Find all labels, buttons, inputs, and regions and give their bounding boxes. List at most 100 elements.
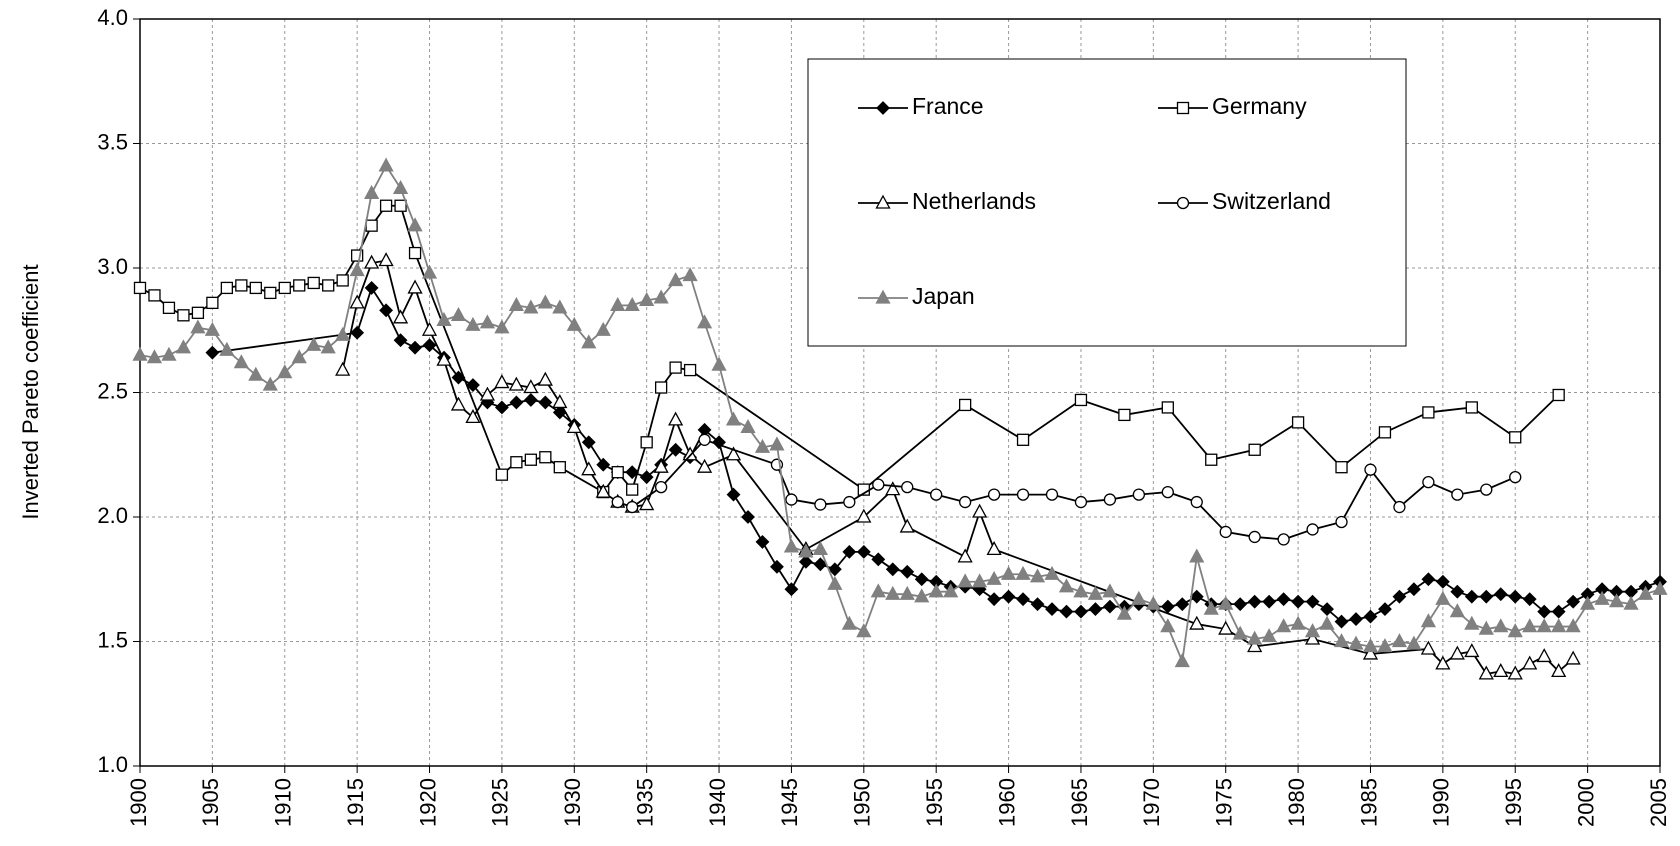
marker — [1045, 488, 1059, 501]
marker — [1566, 594, 1581, 609]
marker — [683, 363, 697, 377]
marker — [278, 281, 291, 295]
marker — [827, 562, 842, 577]
marker — [190, 319, 206, 334]
marker — [421, 321, 438, 336]
marker — [1391, 633, 1408, 648]
marker — [668, 442, 683, 457]
marker — [494, 374, 510, 389]
marker — [842, 544, 857, 559]
marker — [1276, 592, 1291, 607]
marker — [1291, 594, 1306, 609]
x-tick-label: 2000 — [1573, 778, 1598, 827]
marker — [1465, 401, 1478, 414]
legend-label: Japan — [912, 283, 975, 309]
marker — [1319, 615, 1335, 630]
y-tick-label: 3.0 — [97, 254, 128, 279]
marker — [1218, 620, 1234, 635]
marker — [206, 296, 219, 310]
y-tick-label: 4.0 — [97, 5, 128, 30]
series — [132, 157, 1668, 668]
marker — [1362, 638, 1379, 653]
marker — [379, 199, 393, 212]
marker — [581, 334, 597, 349]
marker — [769, 436, 785, 451]
marker — [175, 339, 192, 354]
marker — [379, 303, 394, 318]
x-tick-label: 1965 — [1067, 778, 1092, 827]
marker — [465, 316, 481, 331]
marker — [407, 279, 423, 294]
marker — [235, 279, 248, 292]
marker — [1218, 595, 1234, 610]
marker — [566, 316, 582, 331]
marker — [856, 508, 872, 523]
marker — [827, 575, 843, 590]
marker — [349, 262, 365, 277]
marker — [1652, 580, 1668, 595]
marker — [1536, 648, 1552, 663]
marker — [611, 495, 624, 509]
marker — [248, 366, 264, 381]
marker — [725, 446, 742, 461]
marker — [1392, 589, 1407, 604]
marker — [1160, 618, 1176, 633]
marker — [421, 264, 438, 279]
marker — [1435, 590, 1451, 605]
marker — [349, 294, 365, 309]
y-tick-label: 2.5 — [97, 378, 128, 403]
marker — [146, 349, 163, 364]
marker — [1001, 589, 1016, 604]
marker — [508, 296, 524, 312]
marker — [1044, 565, 1060, 580]
marker — [1450, 584, 1465, 599]
marker — [204, 321, 220, 336]
marker — [856, 623, 872, 638]
legend-label: France — [912, 93, 984, 119]
marker — [639, 292, 655, 307]
x-tick-label: 1940 — [705, 778, 730, 827]
marker — [1333, 633, 1350, 648]
marker — [1248, 530, 1261, 544]
marker — [1435, 655, 1451, 670]
series — [611, 433, 1522, 546]
marker — [1435, 574, 1450, 589]
marker — [1422, 406, 1435, 419]
marker — [1102, 583, 1118, 598]
marker — [335, 361, 351, 376]
marker — [132, 346, 148, 361]
series — [205, 281, 1667, 629]
marker — [1464, 643, 1480, 658]
marker — [653, 458, 669, 473]
marker — [1364, 463, 1377, 476]
marker — [523, 299, 539, 314]
legend-label: Germany — [1212, 93, 1307, 119]
marker — [1551, 618, 1567, 633]
marker — [1045, 602, 1059, 617]
marker — [1189, 615, 1205, 630]
marker — [1478, 665, 1494, 680]
x-tick-label: 1955 — [922, 778, 947, 827]
marker — [798, 543, 814, 558]
marker — [668, 411, 684, 426]
marker — [1493, 587, 1508, 602]
marker — [843, 495, 856, 509]
y-axis-title: Inverted Pareto coefficient — [18, 264, 43, 519]
marker — [1335, 515, 1348, 529]
marker — [1406, 635, 1422, 650]
marker — [930, 488, 943, 501]
marker — [539, 451, 552, 464]
marker — [1594, 590, 1610, 605]
marker — [856, 544, 871, 559]
marker — [928, 583, 944, 598]
marker — [1291, 416, 1305, 429]
marker — [1335, 461, 1348, 474]
marker — [1493, 663, 1509, 678]
marker — [914, 572, 929, 587]
marker — [901, 480, 914, 494]
marker — [1480, 483, 1493, 496]
marker — [814, 498, 827, 511]
marker — [553, 461, 566, 474]
y-tick-label: 3.5 — [97, 129, 128, 154]
marker — [669, 361, 682, 374]
